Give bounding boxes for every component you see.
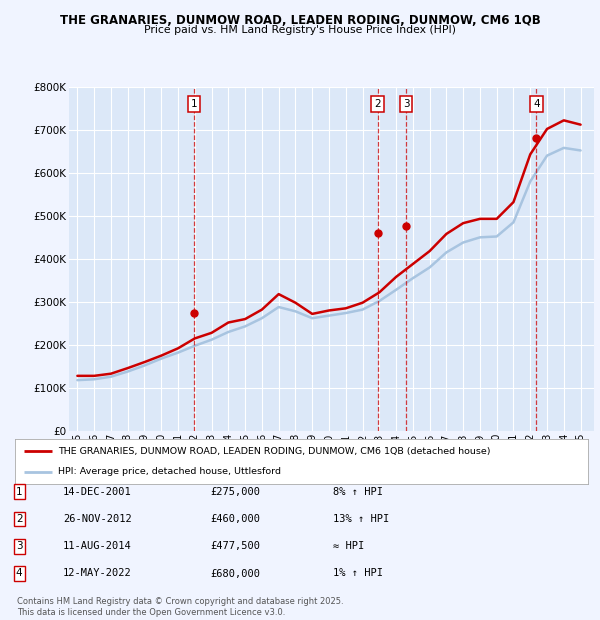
Text: 12-MAY-2022: 12-MAY-2022 — [63, 569, 132, 578]
Text: 1% ↑ HPI: 1% ↑ HPI — [333, 569, 383, 578]
Text: 11-AUG-2014: 11-AUG-2014 — [63, 541, 132, 551]
Text: 14-DEC-2001: 14-DEC-2001 — [63, 487, 132, 497]
Text: £460,000: £460,000 — [210, 514, 260, 524]
Text: 8% ↑ HPI: 8% ↑ HPI — [333, 487, 383, 497]
Text: £275,000: £275,000 — [210, 487, 260, 497]
Text: HPI: Average price, detached house, Uttlesford: HPI: Average price, detached house, Uttl… — [58, 467, 281, 476]
Text: 1: 1 — [16, 487, 23, 497]
Text: Contains HM Land Registry data © Crown copyright and database right 2025.
This d: Contains HM Land Registry data © Crown c… — [17, 598, 343, 617]
Text: 2: 2 — [16, 514, 23, 524]
Text: £477,500: £477,500 — [210, 541, 260, 551]
Text: 13% ↑ HPI: 13% ↑ HPI — [333, 514, 389, 524]
Text: 3: 3 — [403, 99, 409, 109]
Text: THE GRANARIES, DUNMOW ROAD, LEADEN RODING, DUNMOW, CM6 1QB: THE GRANARIES, DUNMOW ROAD, LEADEN RODIN… — [59, 14, 541, 27]
Text: ≈ HPI: ≈ HPI — [333, 541, 364, 551]
Text: Price paid vs. HM Land Registry's House Price Index (HPI): Price paid vs. HM Land Registry's House … — [144, 25, 456, 35]
Text: THE GRANARIES, DUNMOW ROAD, LEADEN RODING, DUNMOW, CM6 1QB (detached house): THE GRANARIES, DUNMOW ROAD, LEADEN RODIN… — [58, 446, 490, 456]
Text: 26-NOV-2012: 26-NOV-2012 — [63, 514, 132, 524]
Text: 2: 2 — [374, 99, 381, 109]
Text: 3: 3 — [16, 541, 23, 551]
Text: £680,000: £680,000 — [210, 569, 260, 578]
Text: 1: 1 — [191, 99, 197, 109]
Text: 4: 4 — [16, 569, 23, 578]
Text: 4: 4 — [533, 99, 539, 109]
